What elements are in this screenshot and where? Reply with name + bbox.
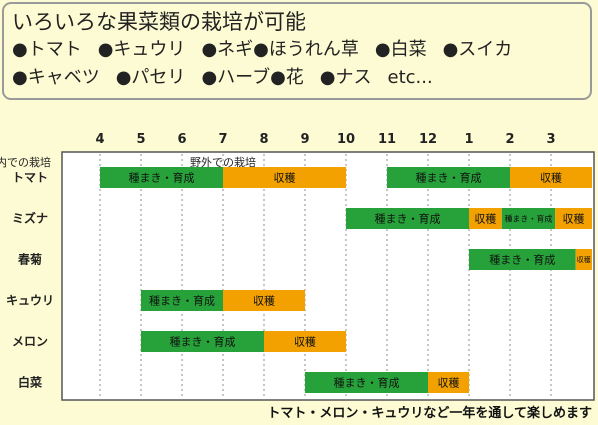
month-tick-label: 7	[218, 132, 227, 147]
month-tick-label: 5	[136, 132, 145, 147]
month-tick-label: 3	[546, 132, 555, 147]
segment-label: 収穫	[577, 255, 591, 264]
segment-label: 種まき・育成	[416, 171, 482, 185]
chart-footer: トマト・メロン・キュウリなど一年を通して楽しめます	[267, 406, 592, 421]
crop-label: トマト	[12, 171, 48, 185]
sowing-bar	[141, 331, 264, 352]
harvest-bar	[264, 331, 346, 352]
month-tick-label: 1	[464, 132, 473, 147]
item-cabbage: ●キャベツ	[12, 67, 100, 88]
segment-label: 種まき・育成	[504, 214, 552, 224]
sowing-bar	[501, 208, 556, 229]
item-etc: etc...	[387, 67, 433, 88]
segment-label: 種まき・育成	[489, 253, 555, 267]
info-title: いろいろな果菜類の栽培が可能	[12, 10, 306, 34]
harvest-bar	[555, 208, 592, 229]
section-label: 野外での栽培	[190, 155, 256, 169]
segment-label: 収穫	[438, 377, 460, 390]
item-herb-flower: ●ハーブ●花	[201, 67, 304, 88]
item-cucumber: ●キュウリ	[97, 39, 186, 60]
segment-label: 収穫	[474, 213, 496, 226]
segment-label: 種まき・育成	[170, 335, 236, 349]
sowing-bar	[469, 249, 576, 270]
harvest-bar	[575, 249, 592, 270]
segment-label: 収穫	[294, 336, 316, 349]
harvest-bar	[510, 167, 592, 188]
harvest-bar	[223, 290, 305, 311]
info-box: いろいろな果菜類の栽培が可能 ●トマト ●キュウリ ●ネギ●ほうれん草 ●白菜 ●スイカ…	[2, 2, 592, 100]
month-tick-label: 9	[300, 132, 309, 147]
plot-area	[61, 151, 595, 401]
item-tomato: ●トマト	[12, 39, 82, 60]
month-tick-label: 4	[95, 132, 104, 147]
month-tick-label: 6	[177, 132, 186, 147]
month-tick-label: 10	[337, 132, 355, 147]
sowing-bar	[305, 372, 428, 393]
segment-label: 収穫	[253, 295, 275, 308]
crop-label: 春菊	[17, 252, 42, 267]
month-tick-label: 2	[505, 132, 514, 147]
item-leek-spinach: ●ネギ●ほうれん草	[201, 39, 359, 60]
month-tick-label: 8	[259, 132, 268, 147]
segment-label: 収穫	[274, 172, 296, 185]
segment-label: 収穫	[540, 172, 562, 185]
sowing-bar	[100, 167, 223, 188]
harvest-bar	[469, 208, 502, 229]
segment-label: 種まき・育成	[149, 294, 215, 308]
harvest-bar	[428, 372, 469, 393]
harvest-bar	[223, 167, 346, 188]
sowing-bar	[346, 208, 469, 229]
month-tick-label: 11	[378, 132, 396, 147]
month-tick-label: 12	[419, 132, 437, 147]
segment-label: 収穫	[563, 213, 585, 226]
item-parsley: ●パセリ	[115, 67, 186, 88]
crop-label: 白菜	[18, 375, 42, 390]
sowing-bar	[387, 167, 510, 188]
crop-label: ミズナ	[12, 211, 48, 226]
crop-label: キュウリ	[6, 294, 54, 308]
segment-label: 種まき・育成	[129, 171, 195, 185]
item-watermelon: ●スイカ	[442, 39, 513, 60]
segment-label: 種まき・育成	[375, 212, 441, 226]
sowing-bar	[141, 290, 223, 311]
section-label: 室内での栽培	[0, 155, 51, 169]
segment-label: 種まき・育成	[334, 376, 400, 390]
info-line-1: ●トマト ●キュウリ ●ネギ●ほうれん草 ●白菜 ●スイカ	[12, 36, 582, 64]
crop-label: メロン	[12, 335, 48, 349]
item-chinese-cabbage: ●白菜	[374, 39, 427, 60]
item-eggplant: ●ナス	[319, 67, 372, 88]
info-line-2: ●キャベツ ●パセリ ●ハーブ●花 ●ナス etc...	[12, 64, 582, 92]
